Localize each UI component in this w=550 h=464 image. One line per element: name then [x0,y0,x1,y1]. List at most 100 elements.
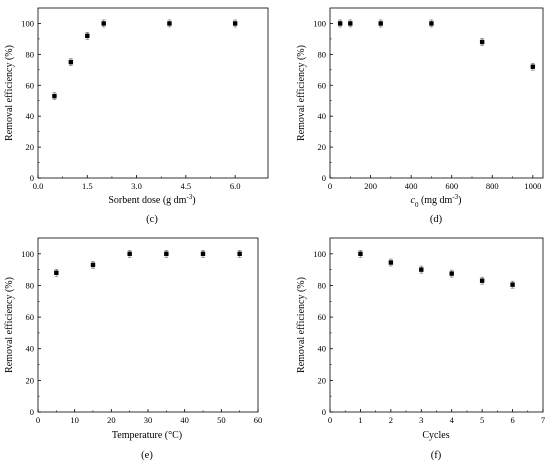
x-label-sup: -3 [186,193,192,201]
x-tick-label: 6 [510,415,514,425]
x-tick-label: 60 [254,415,263,425]
x-label-part: Temperature (°C) [112,430,182,441]
x-tick-label: 200 [364,181,377,191]
x-axis-label: Cycles [422,430,449,441]
y-tick-label: 60 [26,312,35,322]
x-label-part: (mg dm [418,195,452,206]
x-label-sub: 0 [415,201,419,209]
x-tick-label: 10 [70,415,79,425]
y-axis-label: Removal efficiency (%) [4,277,15,373]
y-tick-label: 100 [21,18,34,28]
x-tick-label: 1000 [524,181,541,191]
data-point [164,251,169,257]
data-point [449,271,454,276]
x-tick-label: 0 [36,415,40,425]
data-point [90,262,96,268]
plot-frame [37,7,269,179]
data-point [52,93,57,99]
y-tick-label: 40 [26,344,35,354]
y-axis-label: Removal efficiency (%) [296,277,307,373]
x-label-part: ) [192,195,195,206]
x-tick-label: 0.0 [33,181,44,191]
y-tick-label: 0 [322,173,326,183]
x-axis-label: c0 (mg dm-3) [410,193,461,209]
y-tick-label: 40 [26,111,35,121]
y-tick-label: 100 [313,18,326,28]
x-tick-label: 40 [180,415,189,425]
x-label-part: ) [458,195,461,206]
data-point [232,21,238,26]
y-tick-label: 80 [26,49,35,59]
x-tick-label: 20 [107,415,116,425]
y-axis-label: Removal efficiency (%) [4,45,15,141]
x-tick-label: 0 [328,415,332,425]
x-axis-label: Sorbent dose (g dm-3) [108,193,195,206]
plot-frame [329,237,544,413]
x-tick-label: 600 [445,181,458,191]
plot-frame [37,237,259,413]
y-tick-label: 60 [318,80,327,90]
x-label-part: Cycles [422,430,449,441]
data-point [530,64,536,69]
data-point [388,260,394,265]
x-axis-label: Temperature (°C) [112,430,182,441]
x-tick-label: 6.0 [230,181,241,191]
chart-panel-2: 0 200 400 600 800 1000 0 20 40 60 80 100 Removal eff… [296,7,544,225]
x-tick-label: 50 [217,415,226,425]
x-tick-label: 800 [486,181,499,191]
y-tick-label: 20 [26,375,35,385]
y-tick-label: 60 [318,312,327,322]
panel-label: (c) [146,214,158,225]
y-tick-label: 100 [21,249,34,259]
x-tick-label: 1.5 [82,181,93,191]
panel-label: (e) [141,450,153,461]
x-tick-label: 5 [480,415,484,425]
x-label-sup: -3 [452,193,458,201]
panel-label: (f) [431,450,442,461]
plot-frame [329,7,544,179]
data-point [479,278,485,283]
data-point [429,21,434,26]
y-tick-label: 20 [318,375,327,385]
data-point [68,59,74,65]
y-tick-label: 40 [318,111,327,121]
y-tick-label: 0 [322,407,326,417]
data-point [479,39,485,45]
x-tick-label: 3.0 [131,181,142,191]
x-tick-label: 2 [389,415,393,425]
data-point [337,21,343,26]
x-tick-label: 1 [358,415,362,425]
x-tick-label: 4.5 [181,181,192,191]
data-point [101,21,106,26]
chart-panel-4: 0 1 2 3 4 5 6 7 0 20 40 60 80 100 Removal efficiency (… [296,237,545,461]
data-point [348,21,353,26]
y-tick-label: 100 [313,249,326,259]
chart-panel-1: 0.0 1.5 3.0 4.5 6.0 0 20 40 60 80 100 Removal effic… [4,7,269,225]
data-point [237,251,242,257]
data-point [378,21,383,26]
data-point [200,251,206,257]
data-point [419,267,424,272]
y-tick-label: 60 [26,80,35,90]
x-label-part: c [410,195,415,206]
x-label-part: Sorbent dose (g dm [108,195,186,206]
data-point [510,282,515,287]
x-tick-label: 400 [405,181,418,191]
data-point [54,270,59,275]
panel-label: (d) [430,214,443,225]
data-point [167,21,172,26]
x-tick-label: 3 [419,415,423,425]
chart-panel-3: 0 10 20 30 40 50 60 0 20 40 60 80 100 Removal efficie… [4,237,263,461]
x-tick-label: 0 [328,181,332,191]
y-tick-label: 0 [30,173,34,183]
x-tick-label: 4 [450,415,455,425]
y-tick-label: 80 [26,280,35,290]
y-tick-label: 0 [30,407,34,417]
data-point [127,251,132,257]
y-tick-label: 40 [318,344,327,354]
x-tick-label: 30 [144,415,153,425]
data-point [85,33,90,39]
y-tick-label: 80 [318,49,327,59]
y-tick-label: 20 [26,142,35,152]
